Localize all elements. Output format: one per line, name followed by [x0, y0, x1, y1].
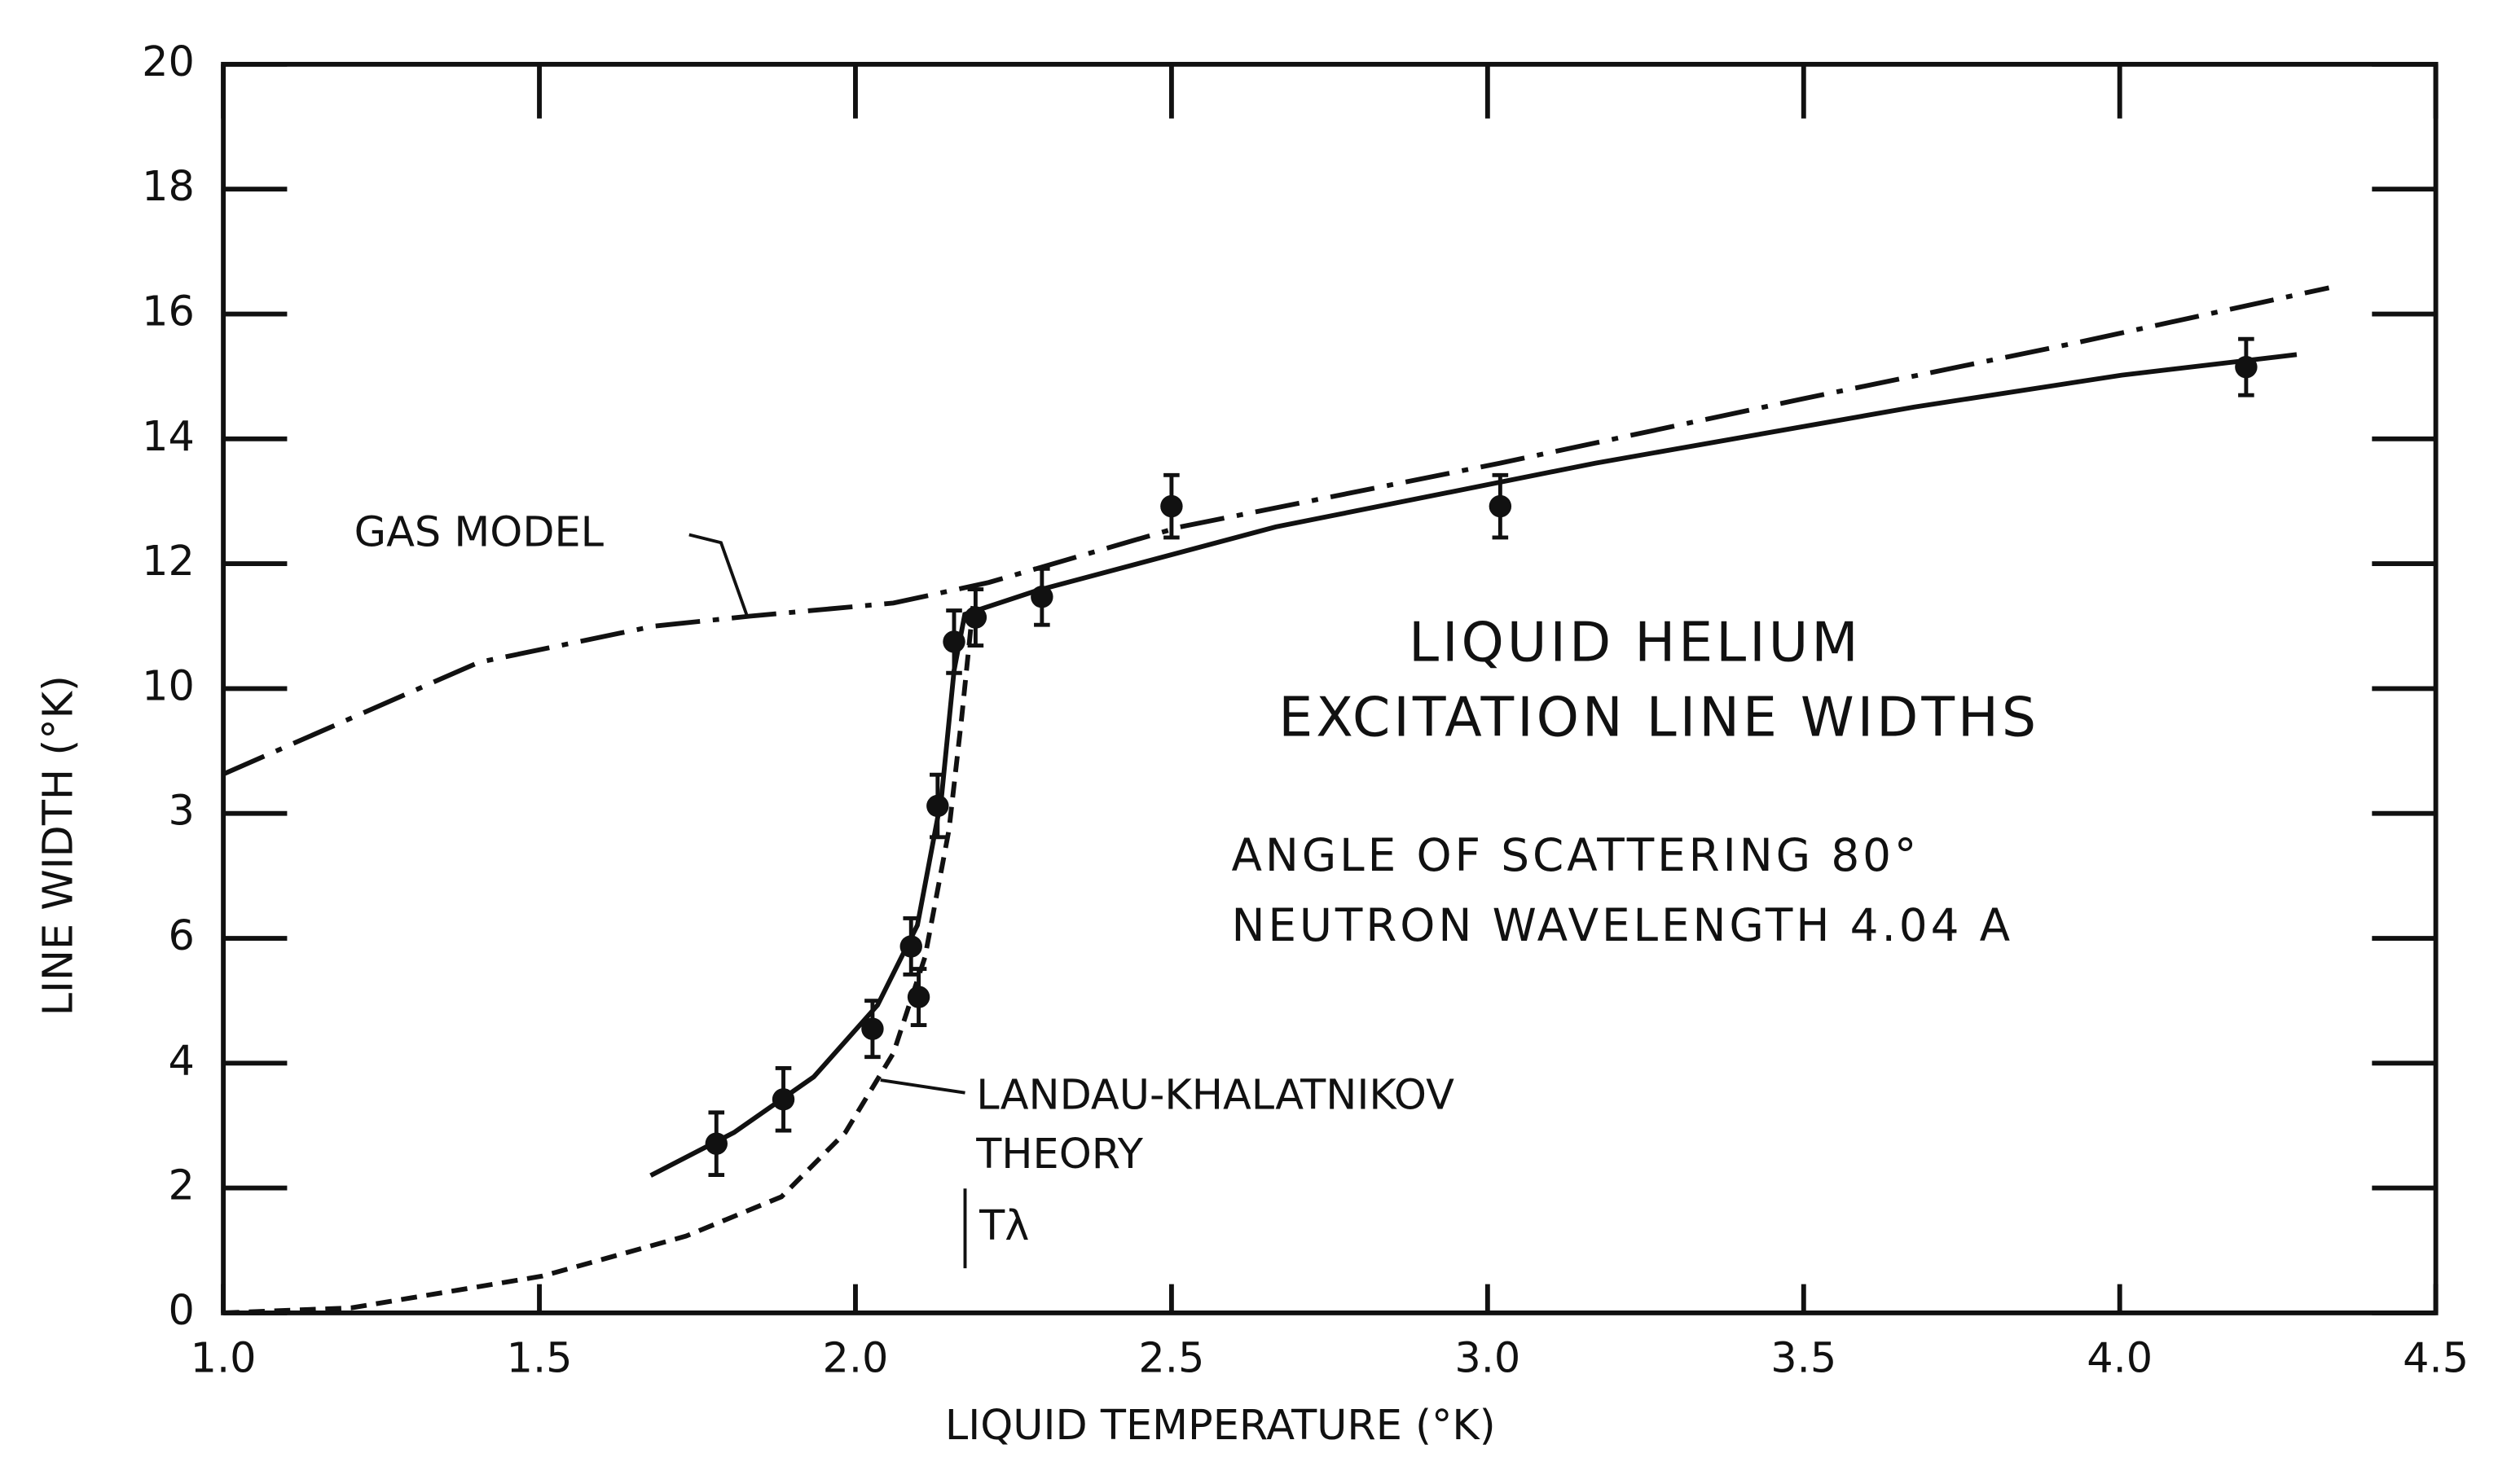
y-tick-label: 18 — [142, 163, 195, 211]
y-axis-label: LINE WIDTH (°K) — [34, 675, 82, 1016]
data-point — [1160, 494, 1183, 518]
x-tick-label: 1.0 — [191, 1335, 257, 1383]
data-point — [1489, 494, 1512, 518]
y-tick-label: 2 — [168, 1162, 194, 1210]
x-axis-label: LIQUID TEMPERATURE (°K) — [945, 1402, 1496, 1450]
data-point — [2235, 355, 2258, 379]
x-tick-label: 2.5 — [1138, 1335, 1204, 1383]
y-tick-label: 14 — [142, 413, 195, 461]
x-tick-label: 2.0 — [823, 1335, 889, 1383]
x-tick-label: 4.5 — [2403, 1335, 2469, 1383]
data-point — [943, 630, 965, 653]
y-tick-label: 16 — [142, 288, 195, 336]
data-point — [907, 986, 930, 1008]
data-point — [926, 794, 949, 818]
y-tick-label: 10 — [142, 662, 195, 710]
y-tick-label: 4 — [168, 1037, 194, 1085]
chart-title: EXCITATION LINE WIDTHS — [1278, 686, 2039, 749]
data-point — [861, 1017, 884, 1040]
annotation: NEUTRON WAVELENGTH 4.04 A — [1231, 899, 2013, 951]
data-point — [772, 1088, 795, 1111]
annotation: THEORY — [975, 1131, 1144, 1179]
data-point — [964, 606, 987, 629]
y-tick-label: 3 — [168, 788, 194, 836]
x-tick-label: 1.5 — [507, 1335, 573, 1383]
leader — [880, 1078, 965, 1095]
data-point — [899, 935, 922, 958]
x-tick-label: 3.0 — [1454, 1335, 1520, 1383]
y-tick-label: 12 — [142, 538, 195, 586]
leader — [688, 533, 749, 616]
annotation: Tλ — [979, 1202, 1029, 1250]
y-tick-label: 6 — [168, 912, 194, 960]
data-point — [1031, 586, 1053, 608]
chart-title: LIQUID HELIUM — [1409, 611, 1862, 674]
y-tick-label: 20 — [142, 38, 195, 86]
curve — [649, 352, 2298, 1178]
annotation: LANDAU-KHALATNIKOV — [976, 1072, 1454, 1120]
annotation: ANGLE OF SCATTERING 80° — [1231, 829, 1920, 881]
data-point — [705, 1132, 728, 1155]
x-tick-label: 3.5 — [1770, 1335, 1836, 1383]
y-tick-label: 0 — [168, 1287, 194, 1335]
annotation: GAS MODEL — [354, 508, 605, 556]
x-tick-label: 4.0 — [2087, 1335, 2153, 1383]
curve — [222, 605, 976, 1315]
curve — [222, 285, 2330, 777]
